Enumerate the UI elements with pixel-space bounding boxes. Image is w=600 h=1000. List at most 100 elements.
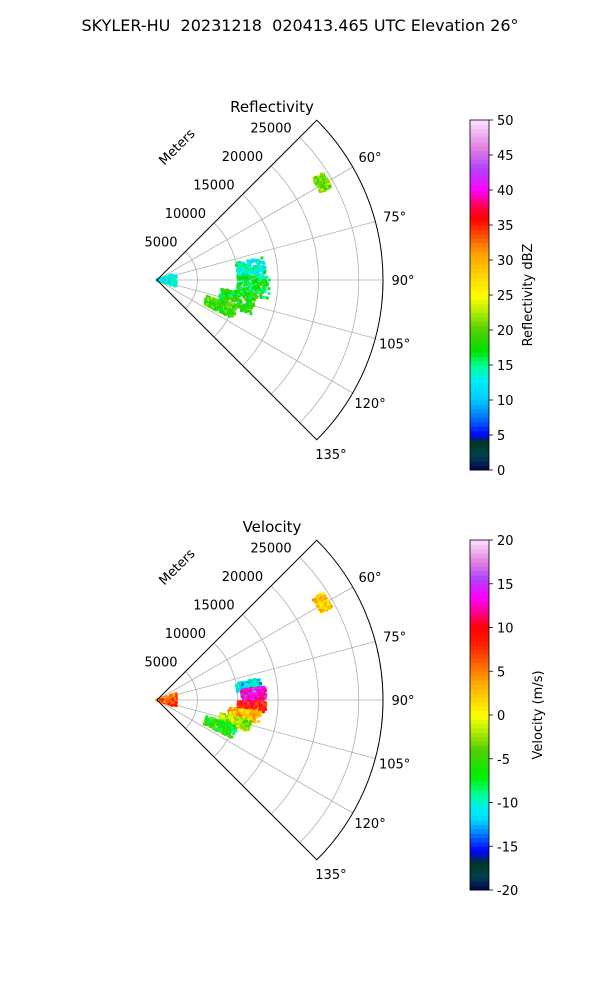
colorbar-segment — [470, 452, 489, 458]
echo-gate — [251, 258, 254, 262]
echo-gate — [260, 267, 264, 270]
echo-gate — [228, 720, 232, 724]
echo-gate — [218, 723, 221, 727]
echo-gate — [244, 685, 248, 689]
echo-gate — [245, 280, 249, 284]
echo-gate — [227, 709, 231, 713]
colorbar-segment — [470, 658, 489, 663]
echo-gate — [223, 306, 227, 310]
echo-gate — [214, 304, 218, 308]
echo-gate — [238, 700, 241, 704]
echo-gate — [244, 304, 247, 307]
colorbar-tick-label: 30 — [497, 254, 514, 269]
echo-gate — [263, 268, 267, 272]
echo-gate — [261, 276, 265, 279]
colorbar-segment — [470, 238, 489, 243]
echo-gate — [211, 298, 215, 302]
colorbar-segment — [470, 417, 489, 423]
range-tick-label: 25000 — [250, 541, 291, 556]
echo-gate — [249, 690, 253, 694]
colorbar-segment — [470, 789, 489, 795]
echo-gate — [222, 714, 225, 718]
echo-gate — [240, 261, 244, 265]
echo-gate — [237, 262, 241, 266]
range-tick-label: 10000 — [165, 207, 206, 222]
echo-gate — [170, 278, 174, 282]
echo-gate — [239, 276, 243, 280]
echo-gate — [322, 174, 325, 178]
echo-gate — [242, 689, 246, 693]
echo-gate — [231, 715, 235, 719]
azimuth-tick-label: 90° — [391, 694, 414, 709]
echo-gate — [246, 299, 249, 303]
colorbar-segment — [470, 386, 489, 392]
colorbar-tick-label: 45 — [497, 149, 514, 164]
colorbar-segment — [470, 693, 489, 698]
echo-gate — [251, 302, 255, 305]
azimuth-tick-label: 75° — [383, 630, 406, 645]
azimuth-tick-label: 135° — [315, 868, 346, 883]
echo-gate — [242, 711, 246, 715]
echo-gate — [256, 682, 260, 685]
echo-gate — [267, 287, 271, 291]
echo-gate — [265, 275, 269, 279]
echo-gate — [241, 693, 245, 697]
echo-gate — [262, 710, 265, 714]
colorbar-segment — [470, 885, 489, 891]
echo-gate — [244, 267, 248, 271]
echo-gate — [246, 694, 250, 698]
echo-gate — [216, 303, 220, 307]
echo-gate — [244, 272, 247, 276]
echo-gate — [326, 602, 330, 606]
echo-gate — [216, 301, 220, 305]
echo-gate — [251, 689, 255, 692]
colorbar-tick-label: 20 — [497, 324, 514, 339]
echo-gate — [204, 718, 208, 722]
echo-gate — [254, 696, 258, 700]
colorbar-segment — [470, 290, 489, 296]
echo-gate — [261, 685, 265, 689]
echo-gate — [266, 296, 269, 300]
range-tick-label: 15000 — [193, 178, 234, 193]
echo-gate — [238, 285, 242, 289]
azimuth-gridline-120 — [156, 699, 353, 814]
colorbar-segment — [470, 614, 489, 620]
colorbar-segment — [470, 767, 489, 773]
colorbar-segment — [470, 636, 489, 642]
figure-title: SKYLER-HU 20231218 020413.465 UTC Elevat… — [81, 16, 519, 35]
azimuth-gridline-75 — [156, 221, 376, 281]
echo-gate — [262, 282, 266, 286]
echo-gate — [161, 698, 165, 701]
echo-gate — [226, 723, 229, 727]
echo-gate — [249, 680, 253, 684]
colorbar-segment — [470, 124, 489, 130]
echo-gate — [214, 721, 218, 724]
echo-gate — [242, 265, 246, 269]
echo-gate — [243, 715, 247, 719]
colorbar-segment — [470, 684, 489, 690]
echo-gate — [236, 265, 240, 269]
azimuth-tick-label: 105° — [379, 338, 410, 353]
echo-gate — [230, 735, 234, 739]
echo-gate — [246, 696, 250, 700]
echo-gate — [225, 715, 228, 718]
echo-gate — [319, 174, 323, 178]
colorbar-segment — [470, 627, 489, 633]
echo-gate — [258, 693, 261, 696]
echo-gate — [245, 689, 249, 693]
echo-gate — [241, 706, 245, 710]
echo-gate — [260, 287, 264, 291]
echo-gate — [221, 297, 224, 301]
colorbar-segment — [470, 203, 489, 208]
colorbar-segment — [470, 806, 489, 812]
echo-gate — [248, 292, 252, 295]
echo-gate — [249, 271, 253, 275]
echo-gate — [248, 689, 252, 692]
colorbar-segment — [470, 745, 489, 751]
echo-gate — [262, 284, 266, 288]
colorbar-segment — [470, 811, 489, 817]
azimuth-gridline-75 — [156, 641, 376, 701]
echo-gate — [251, 710, 255, 714]
echo-gate — [245, 275, 249, 279]
echo-gate — [237, 303, 241, 306]
